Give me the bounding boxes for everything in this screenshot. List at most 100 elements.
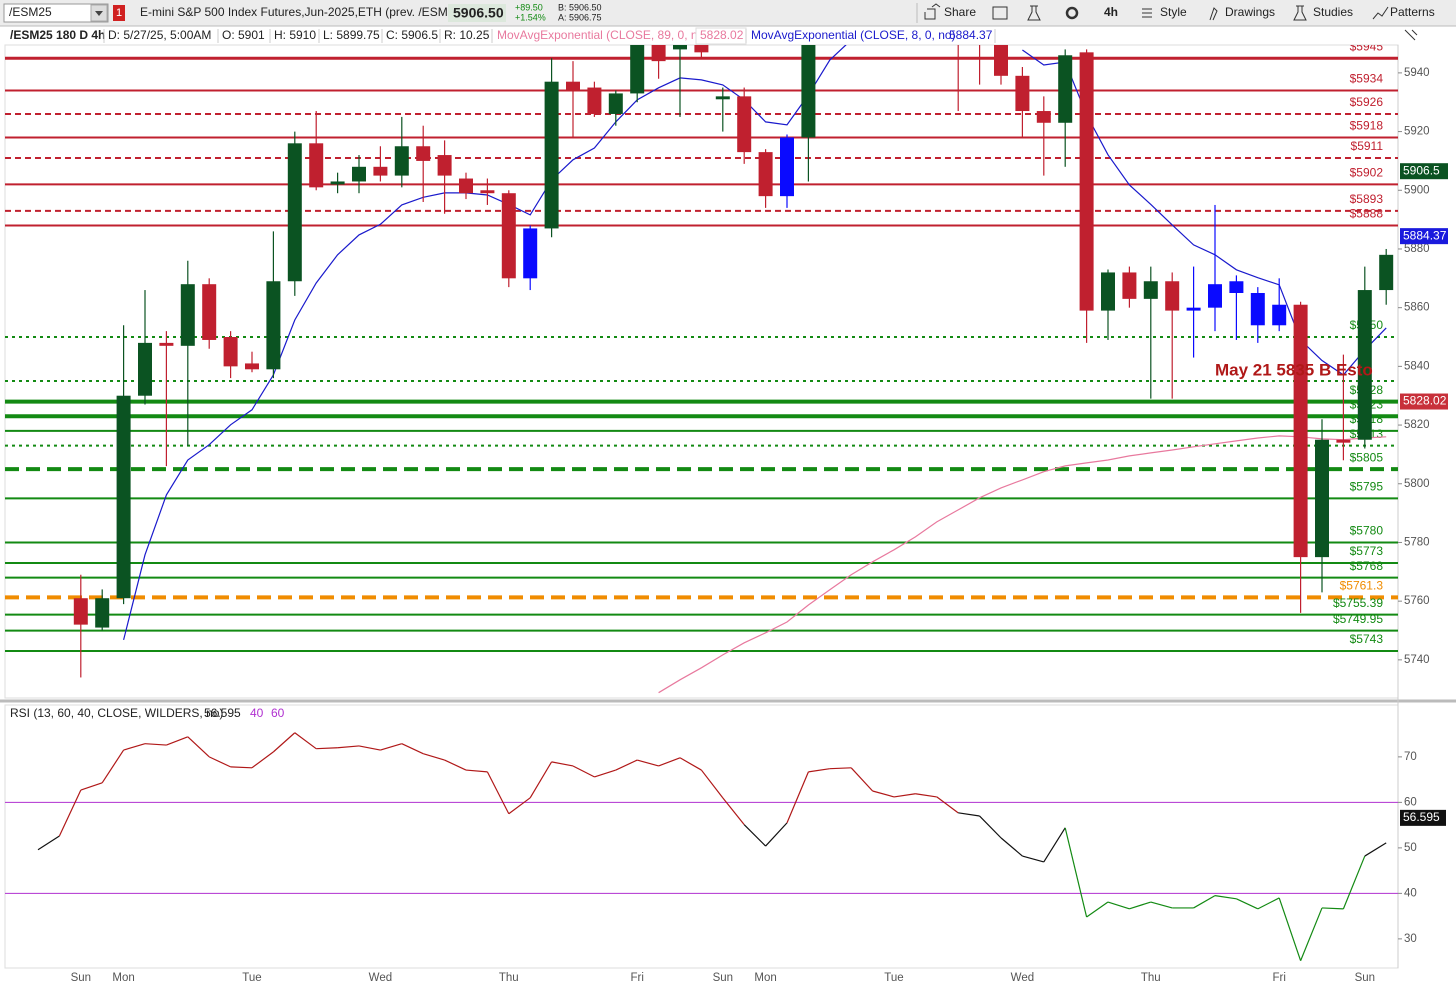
bar-close: C: 5906.5: [386, 28, 438, 42]
rsi-segment: [958, 812, 980, 817]
candle-body: [223, 337, 238, 367]
share-button[interactable]: Share: [944, 5, 976, 19]
ema-line: [658, 435, 1387, 694]
candle-body: [994, 45, 1008, 76]
rsi-segment: [1022, 855, 1044, 863]
rsi-segment: [187, 736, 210, 758]
price-level-label: $5780: [1350, 524, 1384, 538]
candle-body: [180, 284, 195, 346]
studies-icon: [1293, 5, 1307, 21]
rsi-segment: [786, 771, 809, 824]
settings-button[interactable]: [1065, 6, 1079, 20]
ask: A: 5906.75: [558, 12, 602, 22]
patterns-button[interactable]: Patterns: [1390, 5, 1435, 19]
screenshot-button[interactable]: [992, 6, 1008, 20]
price-level-label: $5768: [1350, 559, 1384, 573]
candle-body: [416, 146, 431, 161]
candle-body: [1229, 281, 1244, 293]
candle-body: [801, 45, 816, 138]
rsi-segment: [829, 767, 852, 770]
candle-body: [1186, 307, 1201, 311]
candle-body: [1143, 281, 1158, 299]
rsi-segment: [1257, 897, 1280, 910]
price-level-label: $5761.3: [1340, 579, 1384, 593]
rsi-segment: [80, 782, 103, 791]
rsi-segment: [101, 749, 125, 784]
rsi-lower-level: 40: [250, 706, 264, 720]
rsi-segment: [58, 789, 82, 837]
candle-body: [480, 190, 495, 194]
y-tick-label: 60: [1404, 796, 1417, 808]
price-marker: 5906.5: [1403, 163, 1440, 177]
drawings-button[interactable]: Drawings: [1225, 5, 1275, 19]
rsi-upper-level: 60: [271, 706, 285, 720]
style-button[interactable]: Style: [1160, 5, 1187, 19]
candle-body: [309, 143, 324, 188]
rsi-segment: [658, 757, 681, 767]
rsi-value-label: 56.595: [1403, 810, 1440, 824]
rsi-segment: [1150, 901, 1173, 909]
price-marker-box: [1400, 163, 1448, 180]
style-icon: [1142, 8, 1152, 18]
y-tick-label: 5800: [1404, 478, 1430, 490]
y-tick-label: 5740: [1404, 654, 1430, 666]
rsi-segment: [551, 761, 574, 767]
annotation: May 21 5835 B Esto: [1215, 360, 1373, 379]
candle-body: [587, 87, 602, 114]
price-level-label: $5743: [1350, 632, 1384, 646]
ema8-value: 5884.37: [949, 28, 993, 42]
studies-button[interactable]: Studies: [1313, 5, 1353, 19]
candle-body: [437, 155, 452, 176]
price-level-label: $5945: [1350, 39, 1384, 53]
candle-body: [138, 342, 152, 396]
y-tick-label: 5860: [1404, 302, 1430, 314]
y-tick-label: 5760: [1404, 595, 1430, 607]
rsi-segment: [380, 743, 402, 751]
rsi-segment: [358, 745, 381, 751]
candle-body: [1336, 439, 1351, 443]
rsi-segment: [1300, 907, 1323, 961]
candle-body: [566, 81, 580, 91]
bar-range: R: 10.25: [444, 28, 490, 42]
timeframe-button[interactable]: 4h: [1104, 5, 1118, 19]
symbol-input[interactable]: [3, 3, 109, 23]
x-tick-label: Thu: [499, 972, 519, 983]
price-level-label: $5795: [1350, 480, 1384, 494]
symbol[interactable]: /ESM25: [9, 5, 52, 19]
candle-body: [1101, 272, 1115, 311]
rsi-segment: [679, 757, 702, 771]
y-tick-label: 50: [1404, 842, 1417, 854]
rsi-panel: [4, 704, 1399, 969]
link-badge[interactable]: [113, 5, 125, 21]
bar-low: L: 5899.75: [323, 28, 380, 42]
y-tick-label: 5840: [1404, 360, 1430, 372]
rsi-plot: [5, 732, 1398, 961]
rsi-segment: [850, 767, 874, 792]
corner-icon[interactable]: [1404, 29, 1418, 41]
x-tick-label: Sun: [71, 972, 91, 983]
candle-body: [673, 45, 687, 50]
change: +89.50: [515, 2, 543, 12]
candle-body: [737, 96, 752, 153]
rsi-segment: [615, 759, 638, 771]
candle-body: [1165, 281, 1180, 311]
ema-marker-box: [1400, 393, 1448, 410]
candle-body: [501, 193, 516, 279]
description: E-mini S&P 500 Index Futures,Jun-2025,ET…: [140, 5, 458, 19]
candle-body: [1036, 111, 1051, 123]
rsi-segment: [337, 745, 360, 749]
lab-button[interactable]: [1027, 5, 1041, 21]
rsi-title: RSI (13, 60, 40, CLOSE, WILDERS, no): [10, 706, 223, 720]
candle-body: [1208, 284, 1222, 308]
rsi-segment: [486, 771, 510, 815]
link-number: 1: [116, 7, 122, 19]
y-tick-label: 30: [1404, 933, 1417, 945]
rsi-segment: [1086, 901, 1109, 918]
candle-body: [694, 45, 709, 53]
change-pct: +1.54%: [515, 12, 546, 22]
chart-title: /ESM25 180 D 4h: [10, 28, 105, 42]
candle-body: [1058, 55, 1073, 123]
drawings-icon: [1209, 7, 1218, 21]
rsi-segment: [508, 797, 531, 815]
